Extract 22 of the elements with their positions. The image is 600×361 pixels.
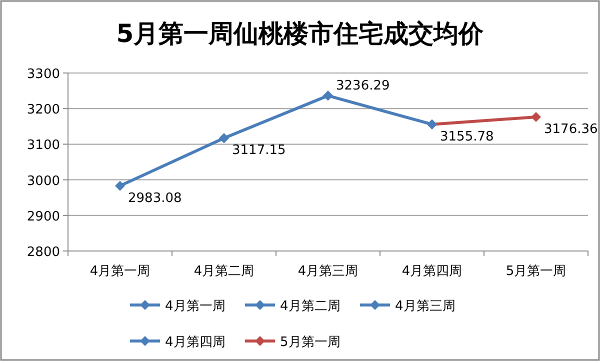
chart-title: 5月第一周仙桃楼市住宅成交均价	[116, 19, 485, 48]
legend-label: 4月第四周	[165, 335, 226, 350]
legend-label: 5月第一周	[280, 335, 340, 350]
x-tick-label: 4月第三周	[298, 264, 358, 279]
data-label: 3117.15	[232, 143, 286, 158]
legend-label: 4月第二周	[280, 299, 340, 314]
y-tick-label: 3100	[26, 138, 60, 154]
x-tick-label: 4月第四周	[402, 264, 462, 279]
y-tick-label: 3300	[26, 67, 60, 82]
data-label: 3176.36	[544, 122, 598, 138]
x-tick-label: 5月第一周	[506, 264, 566, 279]
y-tick-label: 2900	[26, 209, 60, 224]
y-tick-label: 3200	[26, 102, 60, 118]
data-label: 2983.08	[128, 190, 182, 206]
data-label: 3236.29	[336, 78, 390, 94]
x-tick-label: 4月第二周	[194, 264, 254, 279]
y-tick-label: 3000	[26, 174, 60, 189]
legend-label: 4月第三周	[395, 299, 456, 314]
data-label: 3155.78	[440, 129, 494, 144]
y-tick-label: 2800	[26, 245, 60, 260]
legend-label: 4月第一周	[165, 299, 226, 314]
x-tick-label: 4月第一周	[90, 264, 150, 279]
